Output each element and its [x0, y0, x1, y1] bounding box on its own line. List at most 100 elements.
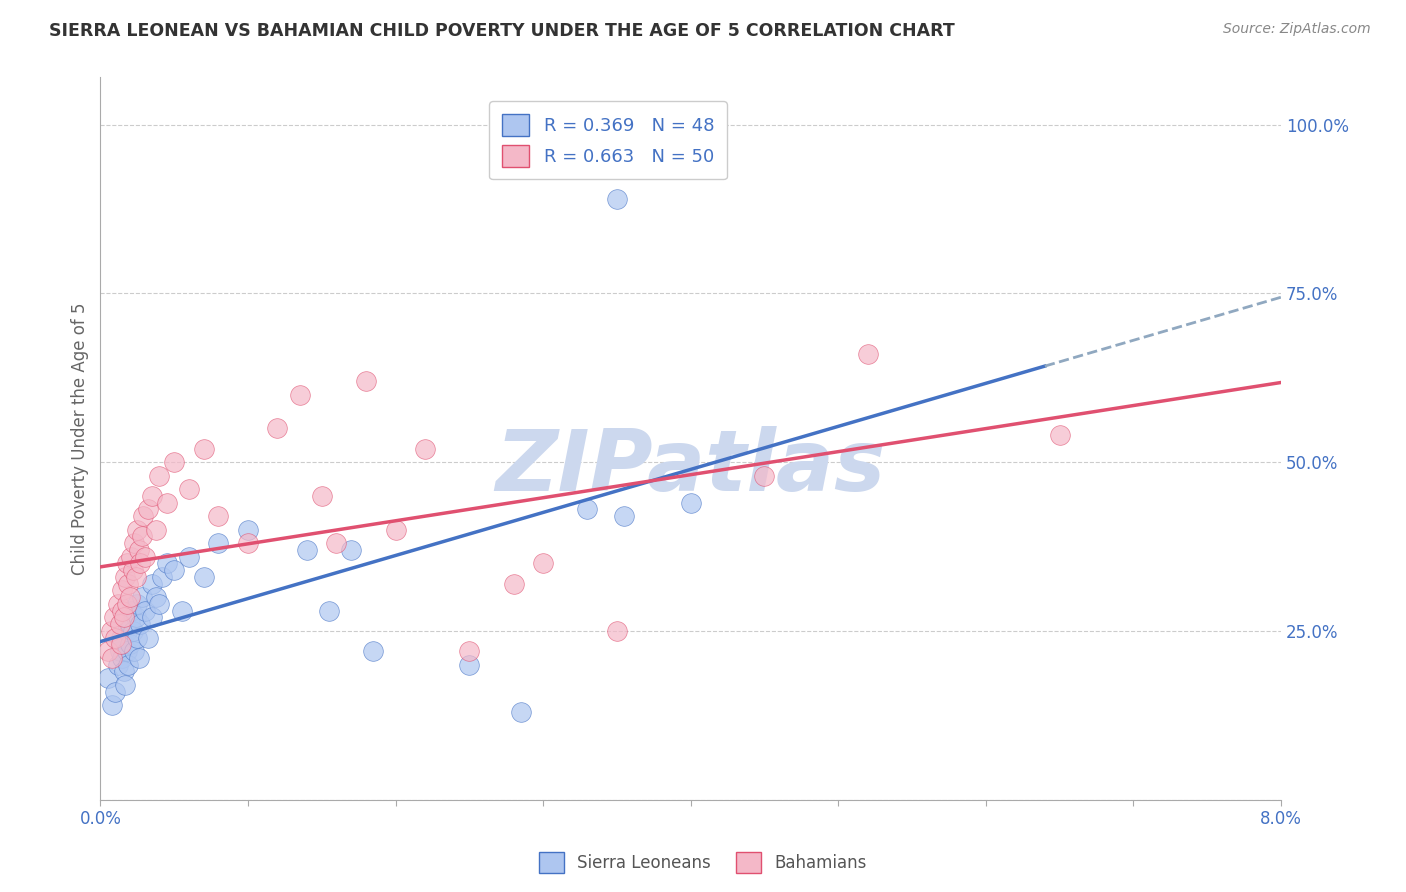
Point: [141, 576, 163, 591]
Point: [340, 542, 363, 557]
Point: [103, 610, 125, 624]
Point: [606, 192, 628, 206]
Point: [510, 705, 533, 719]
Point: [236, 536, 259, 550]
Point: [131, 590, 153, 604]
Legend: Sierra Leoneans, Bahamians: Sierra Leoneans, Bahamians: [533, 846, 873, 880]
Point: [110, 637, 132, 651]
Point: [163, 563, 186, 577]
Point: [111, 650, 134, 665]
Point: [193, 570, 215, 584]
Y-axis label: Child Poverty Under the Age of 5: Child Poverty Under the Age of 5: [72, 302, 89, 574]
Point: [384, 523, 406, 537]
Point: [141, 610, 163, 624]
Point: [117, 576, 139, 591]
Legend: R = 0.369   N = 48, R = 0.663   N = 50: R = 0.369 N = 48, R = 0.663 N = 50: [489, 101, 727, 179]
Point: [114, 570, 136, 584]
Point: [115, 557, 138, 571]
Point: [110, 631, 132, 645]
Point: [295, 542, 318, 557]
Point: [177, 482, 200, 496]
Point: [266, 421, 288, 435]
Point: [288, 387, 311, 401]
Point: [115, 597, 138, 611]
Point: [114, 678, 136, 692]
Point: [170, 603, 193, 617]
Point: [124, 536, 146, 550]
Point: [576, 502, 599, 516]
Point: [112, 665, 135, 679]
Point: [118, 590, 141, 604]
Point: [136, 502, 159, 516]
Point: [606, 624, 628, 638]
Point: [318, 603, 340, 617]
Point: [156, 557, 179, 571]
Point: [145, 523, 167, 537]
Point: [128, 650, 150, 665]
Point: [1049, 428, 1071, 442]
Point: [136, 631, 159, 645]
Point: [236, 523, 259, 537]
Point: [104, 684, 127, 698]
Point: [121, 624, 143, 638]
Point: [125, 610, 148, 624]
Point: [311, 489, 333, 503]
Point: [129, 617, 152, 632]
Point: [120, 549, 142, 564]
Point: [129, 557, 152, 571]
Point: [502, 576, 524, 591]
Point: [148, 468, 170, 483]
Point: [325, 536, 347, 550]
Point: [754, 468, 776, 483]
Point: [108, 617, 131, 632]
Point: [118, 617, 141, 632]
Point: [127, 631, 149, 645]
Point: [120, 603, 142, 617]
Point: [111, 603, 134, 617]
Point: [856, 347, 879, 361]
Point: [115, 644, 138, 658]
Point: [145, 590, 167, 604]
Point: [207, 536, 229, 550]
Point: [531, 557, 554, 571]
Point: [613, 509, 636, 524]
Point: [97, 671, 120, 685]
Point: [101, 650, 124, 665]
Point: [97, 644, 120, 658]
Point: [107, 597, 129, 611]
Text: ZIPatlas: ZIPatlas: [495, 425, 886, 508]
Point: [163, 455, 186, 469]
Point: [413, 442, 436, 456]
Point: [101, 698, 124, 712]
Point: [104, 631, 127, 645]
Text: SIERRA LEONEAN VS BAHAMIAN CHILD POVERTY UNDER THE AGE OF 5 CORRELATION CHART: SIERRA LEONEAN VS BAHAMIAN CHILD POVERTY…: [49, 22, 955, 40]
Point: [115, 624, 138, 638]
Point: [118, 637, 141, 651]
Point: [100, 624, 122, 638]
Text: Source: ZipAtlas.com: Source: ZipAtlas.com: [1223, 22, 1371, 37]
Point: [354, 374, 377, 388]
Point: [134, 549, 156, 564]
Point: [150, 570, 173, 584]
Point: [156, 495, 179, 509]
Point: [111, 637, 134, 651]
Point: [112, 610, 135, 624]
Point: [207, 509, 229, 524]
Point: [127, 597, 149, 611]
Point: [107, 657, 129, 672]
Point: [117, 657, 139, 672]
Point: [108, 644, 131, 658]
Point: [177, 549, 200, 564]
Point: [193, 442, 215, 456]
Point: [125, 570, 148, 584]
Point: [132, 509, 155, 524]
Point: [111, 583, 134, 598]
Point: [127, 523, 149, 537]
Point: [124, 644, 146, 658]
Point: [148, 597, 170, 611]
Point: [134, 603, 156, 617]
Point: [363, 644, 385, 658]
Point: [128, 542, 150, 557]
Point: [458, 657, 481, 672]
Point: [131, 529, 153, 543]
